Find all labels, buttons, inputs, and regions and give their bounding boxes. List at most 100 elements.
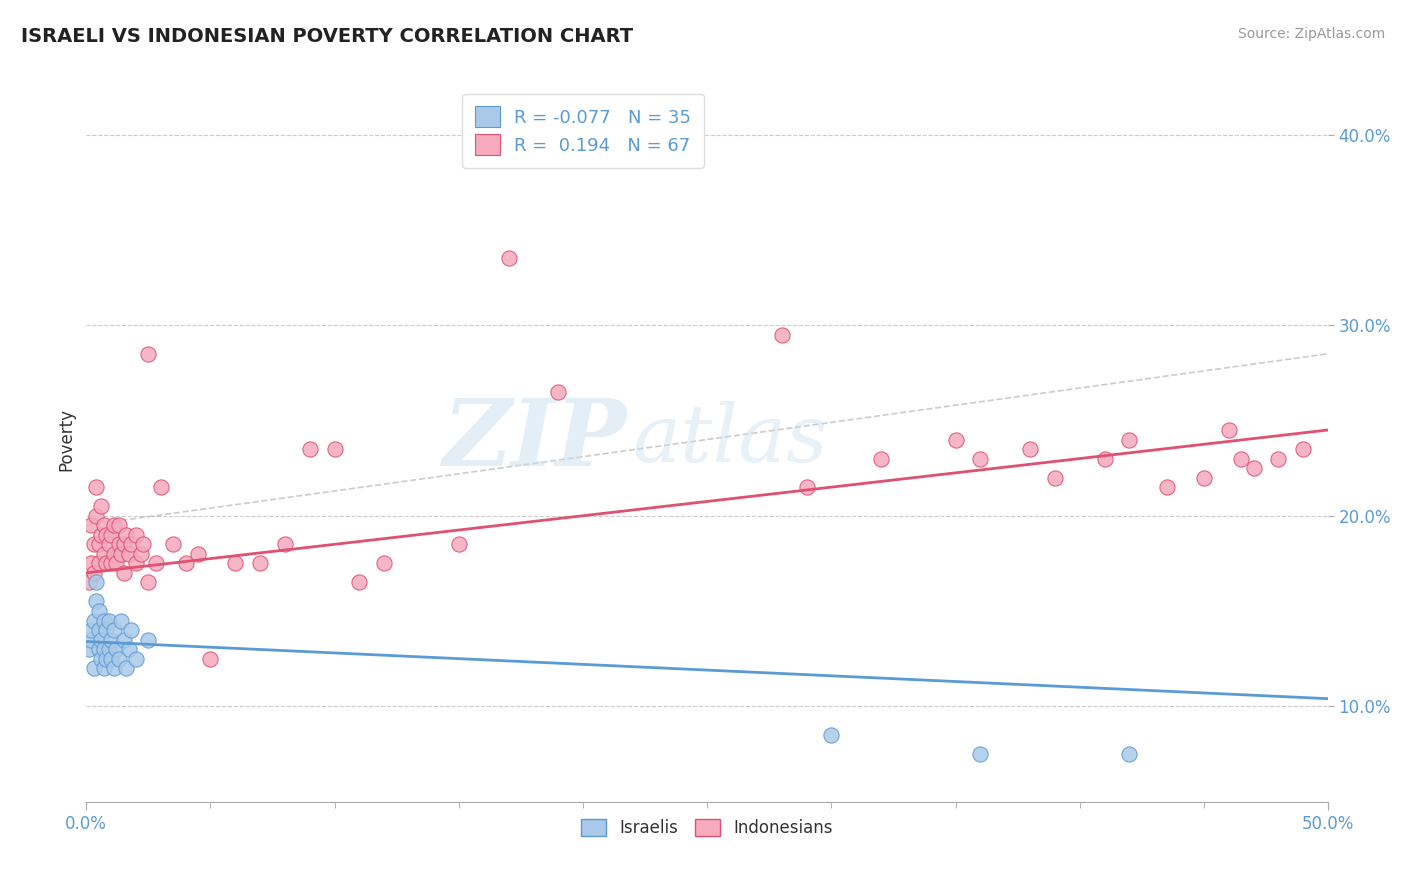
Point: [115, 661, 138, 675]
Point: [187, 547, 209, 561]
Point: [945, 433, 967, 447]
Point: [120, 537, 142, 551]
Point: [323, 442, 346, 456]
Point: [112, 566, 135, 580]
Point: [97, 537, 120, 551]
Point: [1218, 423, 1240, 437]
Point: [107, 537, 129, 551]
Point: [77, 575, 100, 590]
Point: [96, 528, 118, 542]
Point: [105, 642, 128, 657]
Point: [1230, 451, 1253, 466]
Point: [125, 651, 148, 665]
Point: [373, 557, 395, 571]
Point: [969, 747, 991, 761]
Point: [1156, 480, 1178, 494]
Point: [80, 623, 103, 637]
Point: [796, 480, 818, 494]
Point: [162, 537, 184, 551]
Point: [80, 557, 103, 571]
Point: [90, 651, 112, 665]
Point: [87, 623, 110, 637]
Point: [80, 632, 103, 647]
Point: [105, 557, 128, 571]
Point: [349, 575, 371, 590]
Point: [1019, 442, 1042, 456]
Point: [138, 575, 160, 590]
Point: [770, 327, 793, 342]
Point: [870, 451, 893, 466]
Point: [100, 528, 122, 542]
Point: [115, 528, 138, 542]
Point: [149, 480, 172, 494]
Point: [103, 661, 125, 675]
Point: [200, 651, 222, 665]
Text: ISRAELI VS INDONESIAN POVERTY CORRELATION CHART: ISRAELI VS INDONESIAN POVERTY CORRELATIO…: [21, 27, 633, 45]
Point: [1192, 470, 1215, 484]
Point: [90, 528, 112, 542]
Point: [90, 499, 112, 513]
Point: [77, 642, 100, 657]
Point: [447, 537, 470, 551]
Point: [93, 642, 115, 657]
Point: [110, 614, 132, 628]
Point: [96, 623, 118, 637]
Point: [103, 547, 125, 561]
Point: [83, 537, 105, 551]
Point: [93, 518, 115, 533]
Point: [125, 557, 148, 571]
Point: [1243, 461, 1265, 475]
Point: [274, 537, 297, 551]
Point: [107, 651, 129, 665]
Point: [117, 547, 139, 561]
Point: [93, 661, 115, 675]
Point: [138, 632, 160, 647]
Point: [1094, 451, 1116, 466]
Point: [1043, 470, 1066, 484]
Point: [87, 604, 110, 618]
Point: [120, 623, 142, 637]
Point: [110, 547, 132, 561]
Text: Source: ZipAtlas.com: Source: ZipAtlas.com: [1237, 27, 1385, 41]
Point: [84, 508, 107, 523]
Point: [87, 537, 110, 551]
Point: [107, 518, 129, 533]
Point: [1267, 451, 1289, 466]
Point: [145, 557, 167, 571]
Text: ZIP: ZIP: [443, 394, 627, 484]
Legend: Israelis, Indonesians: Israelis, Indonesians: [575, 813, 839, 844]
Point: [100, 651, 122, 665]
Point: [498, 252, 520, 266]
Point: [820, 728, 842, 742]
Text: atlas: atlas: [633, 401, 828, 478]
Point: [87, 642, 110, 657]
Point: [174, 557, 197, 571]
Point: [83, 614, 105, 628]
Point: [87, 557, 110, 571]
Point: [96, 651, 118, 665]
Y-axis label: Poverty: Poverty: [58, 408, 75, 471]
Point: [83, 566, 105, 580]
Point: [249, 557, 271, 571]
Point: [224, 557, 246, 571]
Point: [1118, 433, 1140, 447]
Point: [129, 547, 152, 561]
Point: [84, 594, 107, 608]
Point: [103, 623, 125, 637]
Point: [97, 614, 120, 628]
Point: [84, 480, 107, 494]
Point: [125, 528, 148, 542]
Point: [112, 537, 135, 551]
Point: [93, 547, 115, 561]
Point: [93, 614, 115, 628]
Point: [103, 518, 125, 533]
Point: [97, 642, 120, 657]
Point: [96, 557, 118, 571]
Point: [100, 557, 122, 571]
Point: [1292, 442, 1315, 456]
Point: [83, 661, 105, 675]
Point: [1118, 747, 1140, 761]
Point: [132, 537, 155, 551]
Point: [90, 632, 112, 647]
Point: [969, 451, 991, 466]
